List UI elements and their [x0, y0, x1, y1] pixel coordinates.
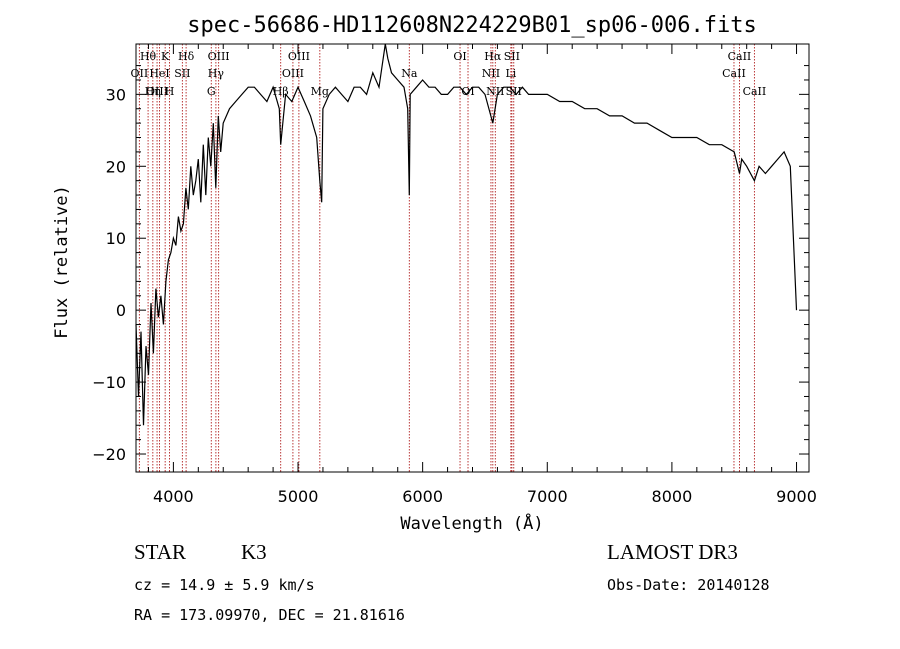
x-tick-label: 8000 — [652, 487, 693, 506]
y-tick-label: 30 — [106, 85, 126, 104]
spectral-line-label: OII — [131, 67, 149, 80]
spectral-line-label: OIII — [288, 50, 310, 63]
y-tick-label: 0 — [116, 301, 126, 320]
spectral-line-label: OI — [453, 50, 466, 63]
x-axis-ticks: 4000 5000 6000 7000 8000 9000 — [147, 44, 817, 506]
spectral-line-label: Hα — [484, 50, 502, 63]
spectral-line-markers — [138, 44, 755, 472]
spectral-line-label: OIII — [208, 50, 230, 63]
spectral-line-label: CaII — [743, 85, 767, 98]
spectral-line-label: Hη — [145, 85, 161, 98]
spectral-line-label: OIII — [146, 85, 168, 98]
spectral-line-label: G — [207, 85, 216, 98]
chart-title: spec-56686-HD112608N224229B01_sp06-006.f… — [187, 13, 757, 38]
spectral-line-label: SII — [174, 67, 190, 80]
spectral-line-label: CaII — [722, 67, 746, 80]
y-tick-label: −10 — [92, 373, 126, 392]
plot-frame — [135, 43, 810, 473]
spectrum-line — [135, 43, 798, 426]
spectral-line-label: OIII — [282, 67, 304, 80]
y-tick-label: 20 — [106, 157, 126, 176]
x-tick-label: 4000 — [153, 487, 194, 506]
spectral-line-label: H — [165, 85, 175, 98]
spectral-line-label: Mg — [311, 85, 329, 98]
coordinates: RA = 173.09970, DEC = 21.81616 — [134, 606, 405, 624]
spectral-line-label: Hγ — [208, 67, 225, 80]
spectral-line-label: NII — [486, 85, 504, 98]
object-class: STAR — [134, 540, 186, 564]
spectral-line-label: K — [161, 50, 170, 63]
redshift-text: cz = 14.9 ± 5.9 km/s — [134, 576, 315, 594]
spectral-line-label: HeI — [149, 67, 169, 80]
x-tick-label: 7000 — [527, 487, 568, 506]
spectral-line-label: CaII — [728, 50, 752, 63]
x-axis-label: Wavelength (Å) — [400, 512, 543, 534]
subclass: K3 — [241, 540, 267, 564]
spectral-line-label: Li — [505, 67, 516, 80]
spectral-line-label: Hθ — [140, 50, 157, 63]
spectral-line-label: Hβ — [273, 85, 289, 98]
spectral-line-label: Na — [401, 67, 418, 80]
spectral-line-label: NII — [482, 67, 500, 80]
obs-date: Obs-Date: 20140128 — [607, 576, 770, 594]
spectral-line-label: SII — [504, 50, 520, 63]
x-tick-label: 6000 — [402, 487, 443, 506]
x-tick-label: 9000 — [776, 487, 817, 506]
survey-name: LAMOST DR3 — [607, 540, 738, 564]
spectral-line-label: Hδ — [178, 50, 195, 63]
y-axis-ticks: −20 −10 0 10 20 30 — [92, 65, 809, 464]
y-tick-label: 10 — [106, 229, 126, 248]
y-axis-label: Flux (relative) — [52, 185, 72, 339]
y-tick-label: −20 — [92, 445, 126, 464]
x-tick-label: 5000 — [278, 487, 319, 506]
